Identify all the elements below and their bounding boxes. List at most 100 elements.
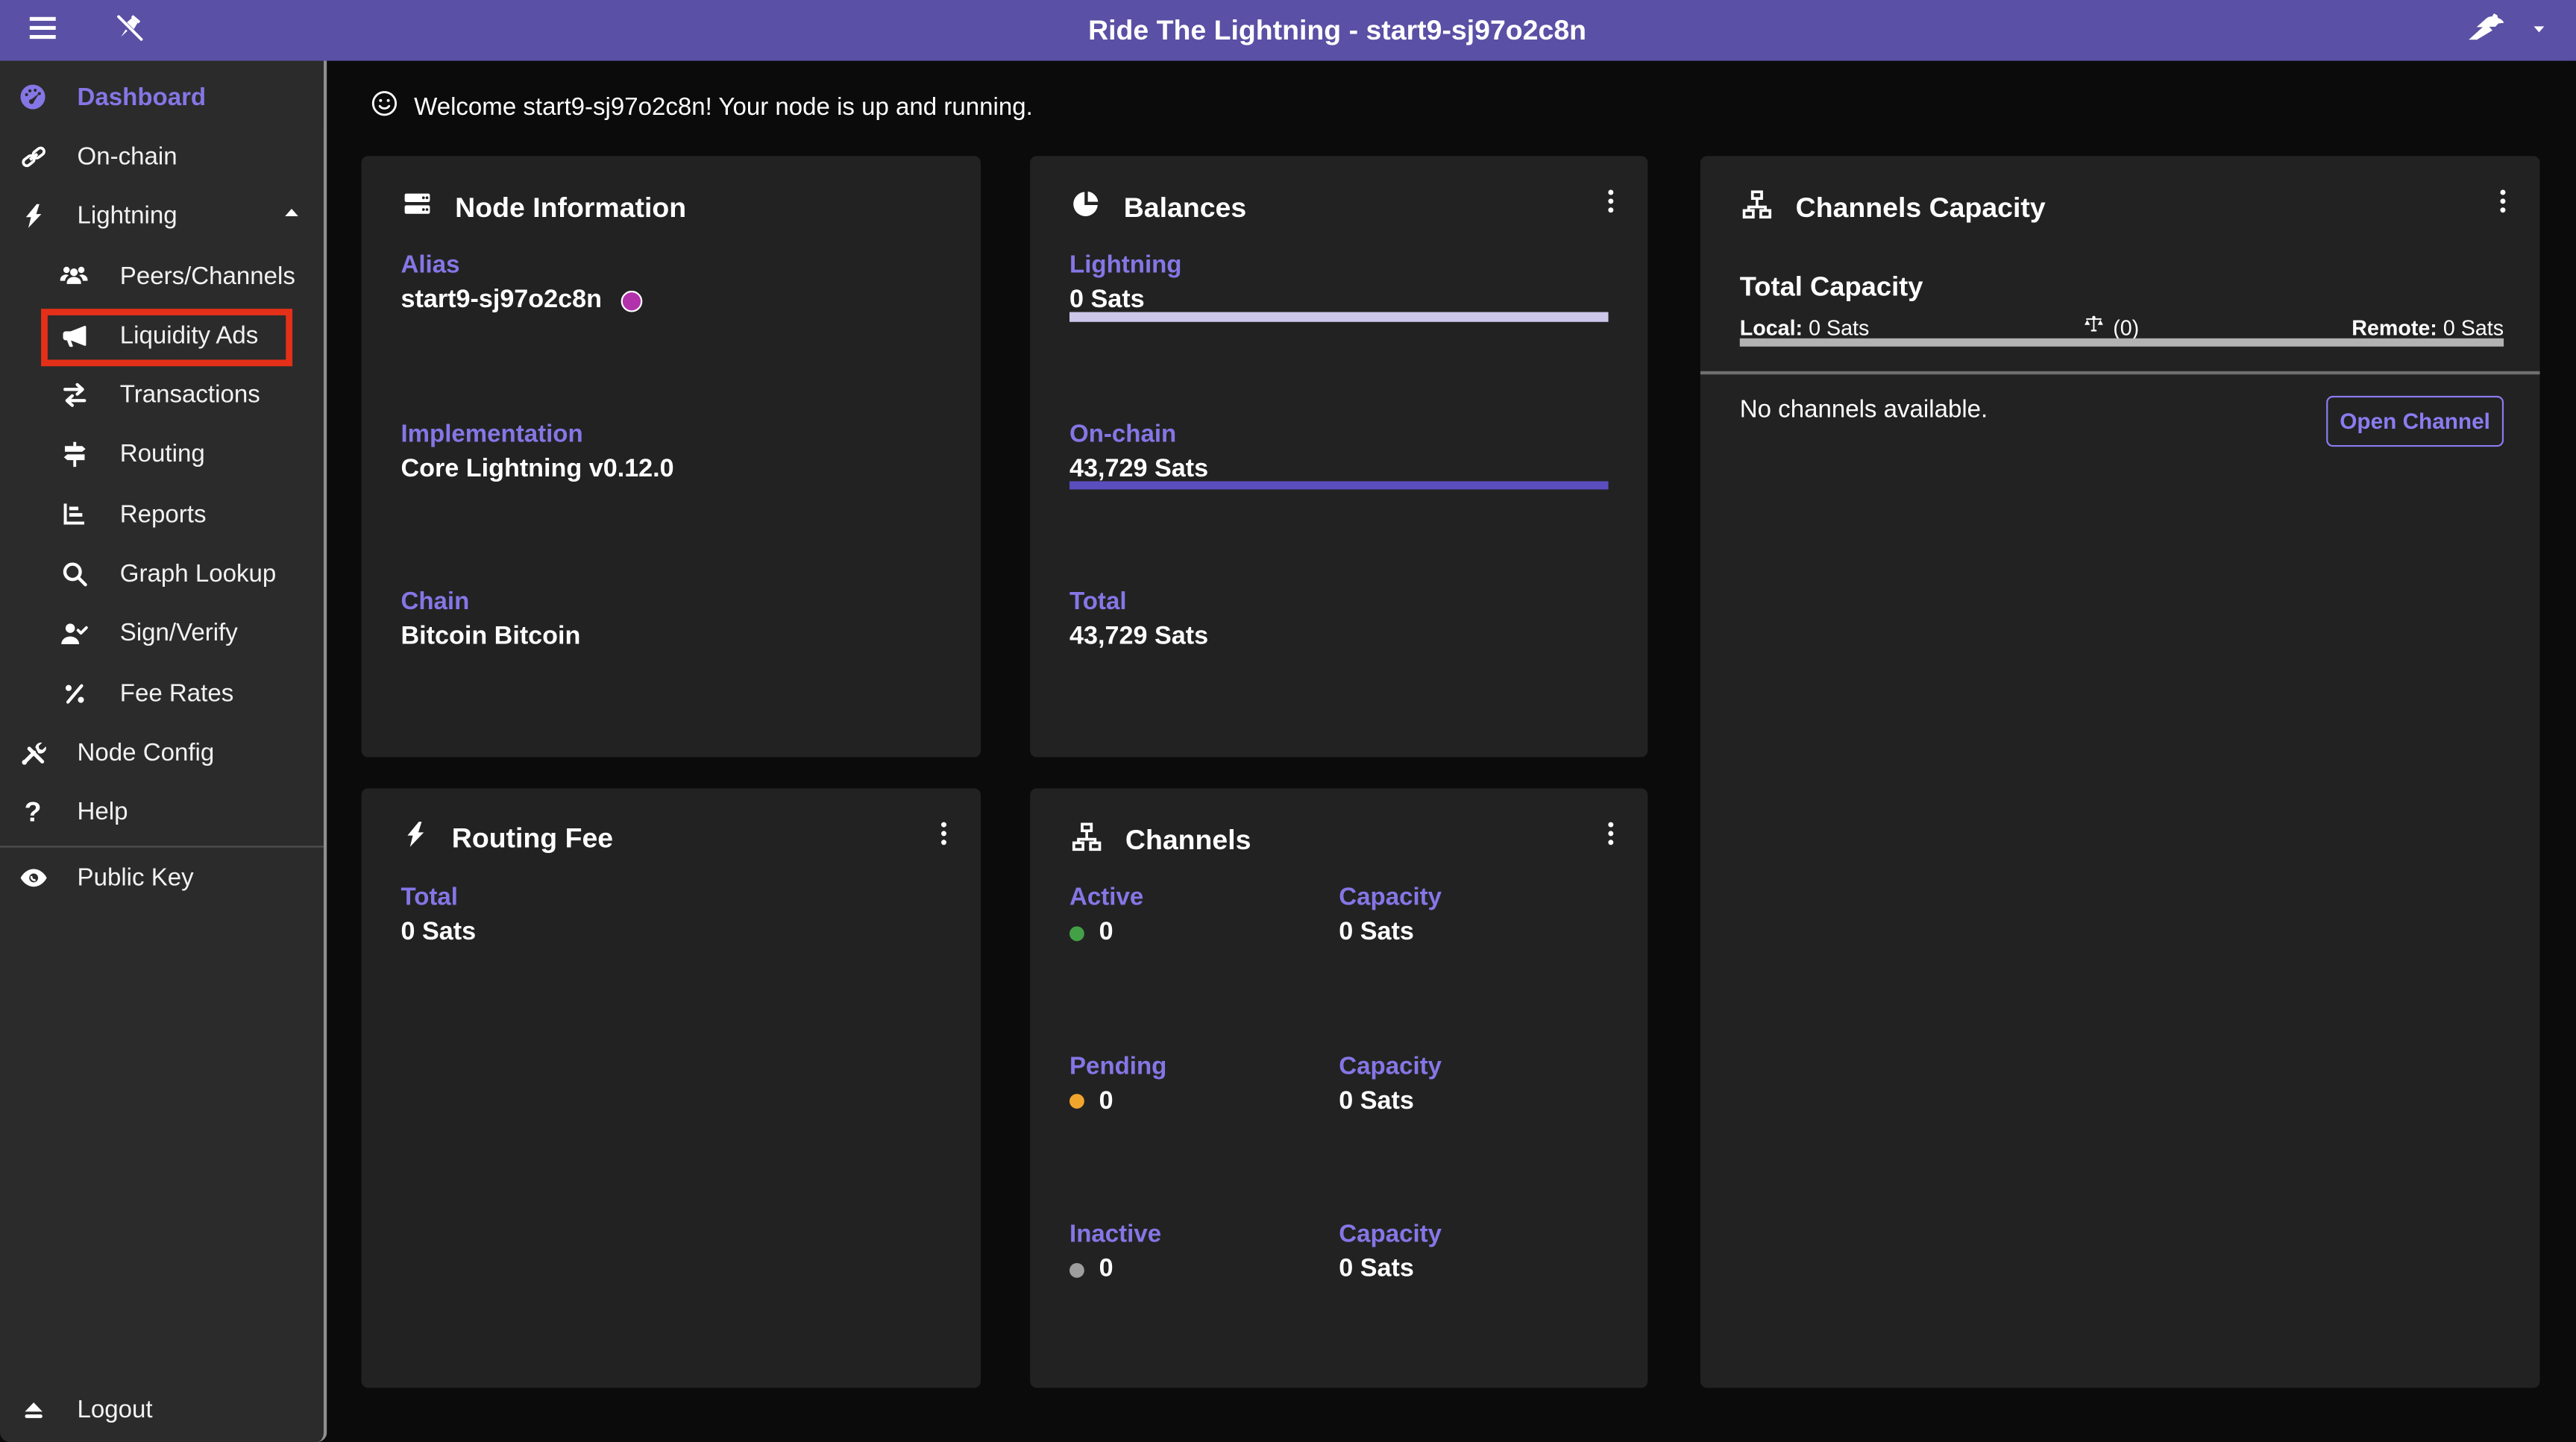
channels-capacity-card: Channels Capacity Total Capacity Local: … (1700, 156, 2540, 1388)
sidebar-item-label: Dashboard (77, 83, 207, 111)
dashboard-content: Welcome start9-sj97o2c8n! Your node is u… (327, 60, 2576, 1442)
sidebar-item-liquidity-ads[interactable]: Liquidity Ads (0, 306, 324, 365)
bullhorn-icon (57, 319, 90, 352)
card-title: Routing Fee (451, 822, 614, 854)
server-icon (400, 187, 433, 228)
sidebar-nav: Dashboard On-chain (0, 60, 327, 1442)
kebab-icon (927, 818, 958, 854)
node-color-dot (621, 289, 644, 312)
account-menu-button[interactable] (2524, 9, 2554, 51)
sidebar-item-label: Help (77, 799, 128, 827)
lightning-balance-stat: Lightning 0 Sats (1069, 251, 1182, 314)
inactive-channels-stat: Inactive 0 (1069, 1220, 1162, 1283)
hamburger-icon (26, 11, 59, 49)
eject-icon (16, 1394, 49, 1427)
active-channels-stat: Active 0 (1069, 884, 1144, 946)
routing-fee-total-stat: Total 0 Sats (400, 884, 477, 946)
sidebar-item-label: Fee Rates (119, 679, 234, 708)
card-title: Node Information (455, 191, 687, 223)
sidebar-item-public-key[interactable]: Public Key (0, 848, 324, 907)
onchain-balance-bar (1069, 480, 1609, 490)
sidebar-item-peers-channels[interactable]: Peers/Channels (0, 246, 324, 306)
inactive-capacity-stat: Capacity 0 Sats (1339, 1220, 1442, 1283)
implementation-stat: Implementation Core Lightning v0.12.0 (400, 419, 674, 482)
welcome-banner: Welcome start9-sj97o2c8n! Your node is u… (370, 79, 1033, 135)
tools-icon (16, 737, 49, 769)
sidebar-item-sign-verify[interactable]: Sign/Verify (0, 604, 324, 664)
balance-score: (0) (2082, 312, 2139, 342)
dashboard-gauge-icon (16, 81, 49, 113)
lightning-bolt-icon (16, 200, 49, 233)
remote-capacity: Remote: 0 Sats (2352, 314, 2504, 339)
top-toolbar: Ride The Lightning - start9-sj97o2c8n (0, 0, 2576, 61)
lightning-bolt-icon (400, 819, 430, 857)
sidebar-item-routing[interactable]: Routing (0, 425, 324, 485)
node-information-card: Node Information Alias start9-sj97o2c8n … (361, 156, 981, 758)
pending-channels-stat: Pending 0 (1069, 1051, 1167, 1115)
unpin-menu-button[interactable] (107, 9, 149, 51)
sitemap-icon (1069, 819, 1104, 862)
balances-card: Balances Lightning 0 Sats On-chain 43,72… (1030, 156, 1648, 758)
card-title: Balances (1123, 191, 1247, 223)
sidebar-item-reports[interactable]: Reports (0, 485, 324, 544)
alias-stat: Alias start9-sj97o2c8n (400, 251, 644, 315)
search-icon (57, 558, 90, 591)
sidebar-item-label: Reports (119, 500, 207, 529)
signpost-icon (57, 438, 90, 471)
app-title: Ride The Lightning - start9-sj97o2c8n (1088, 13, 1587, 45)
channels-card: Channels Active 0 Capacity 0 Sats Pendin… (1030, 788, 1648, 1388)
open-channel-button[interactable]: Open Channel (2326, 395, 2504, 447)
balance-scale-icon (2082, 312, 2106, 342)
rtl-horse-logo-icon (2464, 9, 2508, 51)
sidebar-item-node-config[interactable]: Node Config (0, 723, 324, 783)
routing-fee-menu-button[interactable] (922, 815, 964, 857)
card-title: Channels (1125, 824, 1251, 856)
welcome-text: Welcome start9-sj97o2c8n! Your node is u… (414, 92, 1033, 121)
active-capacity-stat: Capacity 0 Sats (1339, 884, 1442, 946)
sidebar-divider (0, 846, 324, 848)
sidebar-item-label: Logout (77, 1397, 153, 1425)
local-capacity: Local: 0 Sats (1739, 314, 1870, 339)
channels-capacity-menu-button[interactable] (2481, 183, 2523, 225)
sidebar-item-label: Lightning (77, 202, 178, 230)
user-check-icon (57, 617, 90, 650)
pending-capacity-stat: Capacity 0 Sats (1339, 1051, 1442, 1115)
menu-toggle-button[interactable] (22, 9, 64, 51)
sidebar-item-fee-rates[interactable]: Fee Rates (0, 664, 324, 723)
balances-menu-button[interactable] (1589, 183, 1631, 225)
inactive-status-dot (1069, 1262, 1084, 1277)
kebab-icon (2487, 186, 2518, 221)
pending-status-dot (1069, 1094, 1084, 1109)
card-divider (1700, 371, 2540, 375)
percent-icon (57, 677, 90, 710)
no-channels-message: No channels available. (1739, 395, 1988, 424)
lightning-balance-bar (1069, 312, 1609, 321)
pie-chart-icon (1069, 187, 1102, 228)
question-mark-icon: ? (24, 796, 42, 828)
sidebar-item-logout[interactable]: Logout (0, 1381, 324, 1441)
chevron-up-icon (279, 200, 304, 233)
sidebar-item-transactions[interactable]: Transactions (0, 365, 324, 425)
sidebar-item-graph-lookup[interactable]: Graph Lookup (0, 544, 324, 604)
sidebar-item-on-chain[interactable]: On-chain (0, 127, 324, 186)
sidebar-item-label: On-chain (77, 142, 178, 171)
routing-fee-card: Routing Fee Total 0 Sats (361, 788, 981, 1388)
kebab-icon (1595, 818, 1626, 854)
alias-value: start9-sj97o2c8n (400, 286, 602, 314)
kebab-icon (1595, 186, 1626, 221)
channels-menu-button[interactable] (1589, 815, 1631, 857)
chain-stat: Chain Bitcoin Bitcoin (400, 588, 581, 651)
onchain-balance-stat: On-chain 43,729 Sats (1069, 419, 1209, 482)
sidebar-item-label: Sign/Verify (119, 620, 238, 648)
eye-icon (16, 861, 49, 894)
sidebar-item-label: Public Key (77, 863, 194, 892)
sidebar-item-lightning[interactable]: Lightning (0, 186, 324, 246)
transfer-arrows-icon (57, 379, 90, 412)
chain-link-icon (16, 140, 49, 173)
sidebar-item-dashboard[interactable]: Dashboard (0, 67, 324, 127)
sidebar-item-label: Node Config (77, 739, 215, 767)
sidebar-item-help[interactable]: ? Help (0, 783, 324, 843)
total-capacity-label: Total Capacity (1739, 272, 1923, 303)
active-status-dot (1069, 925, 1084, 941)
